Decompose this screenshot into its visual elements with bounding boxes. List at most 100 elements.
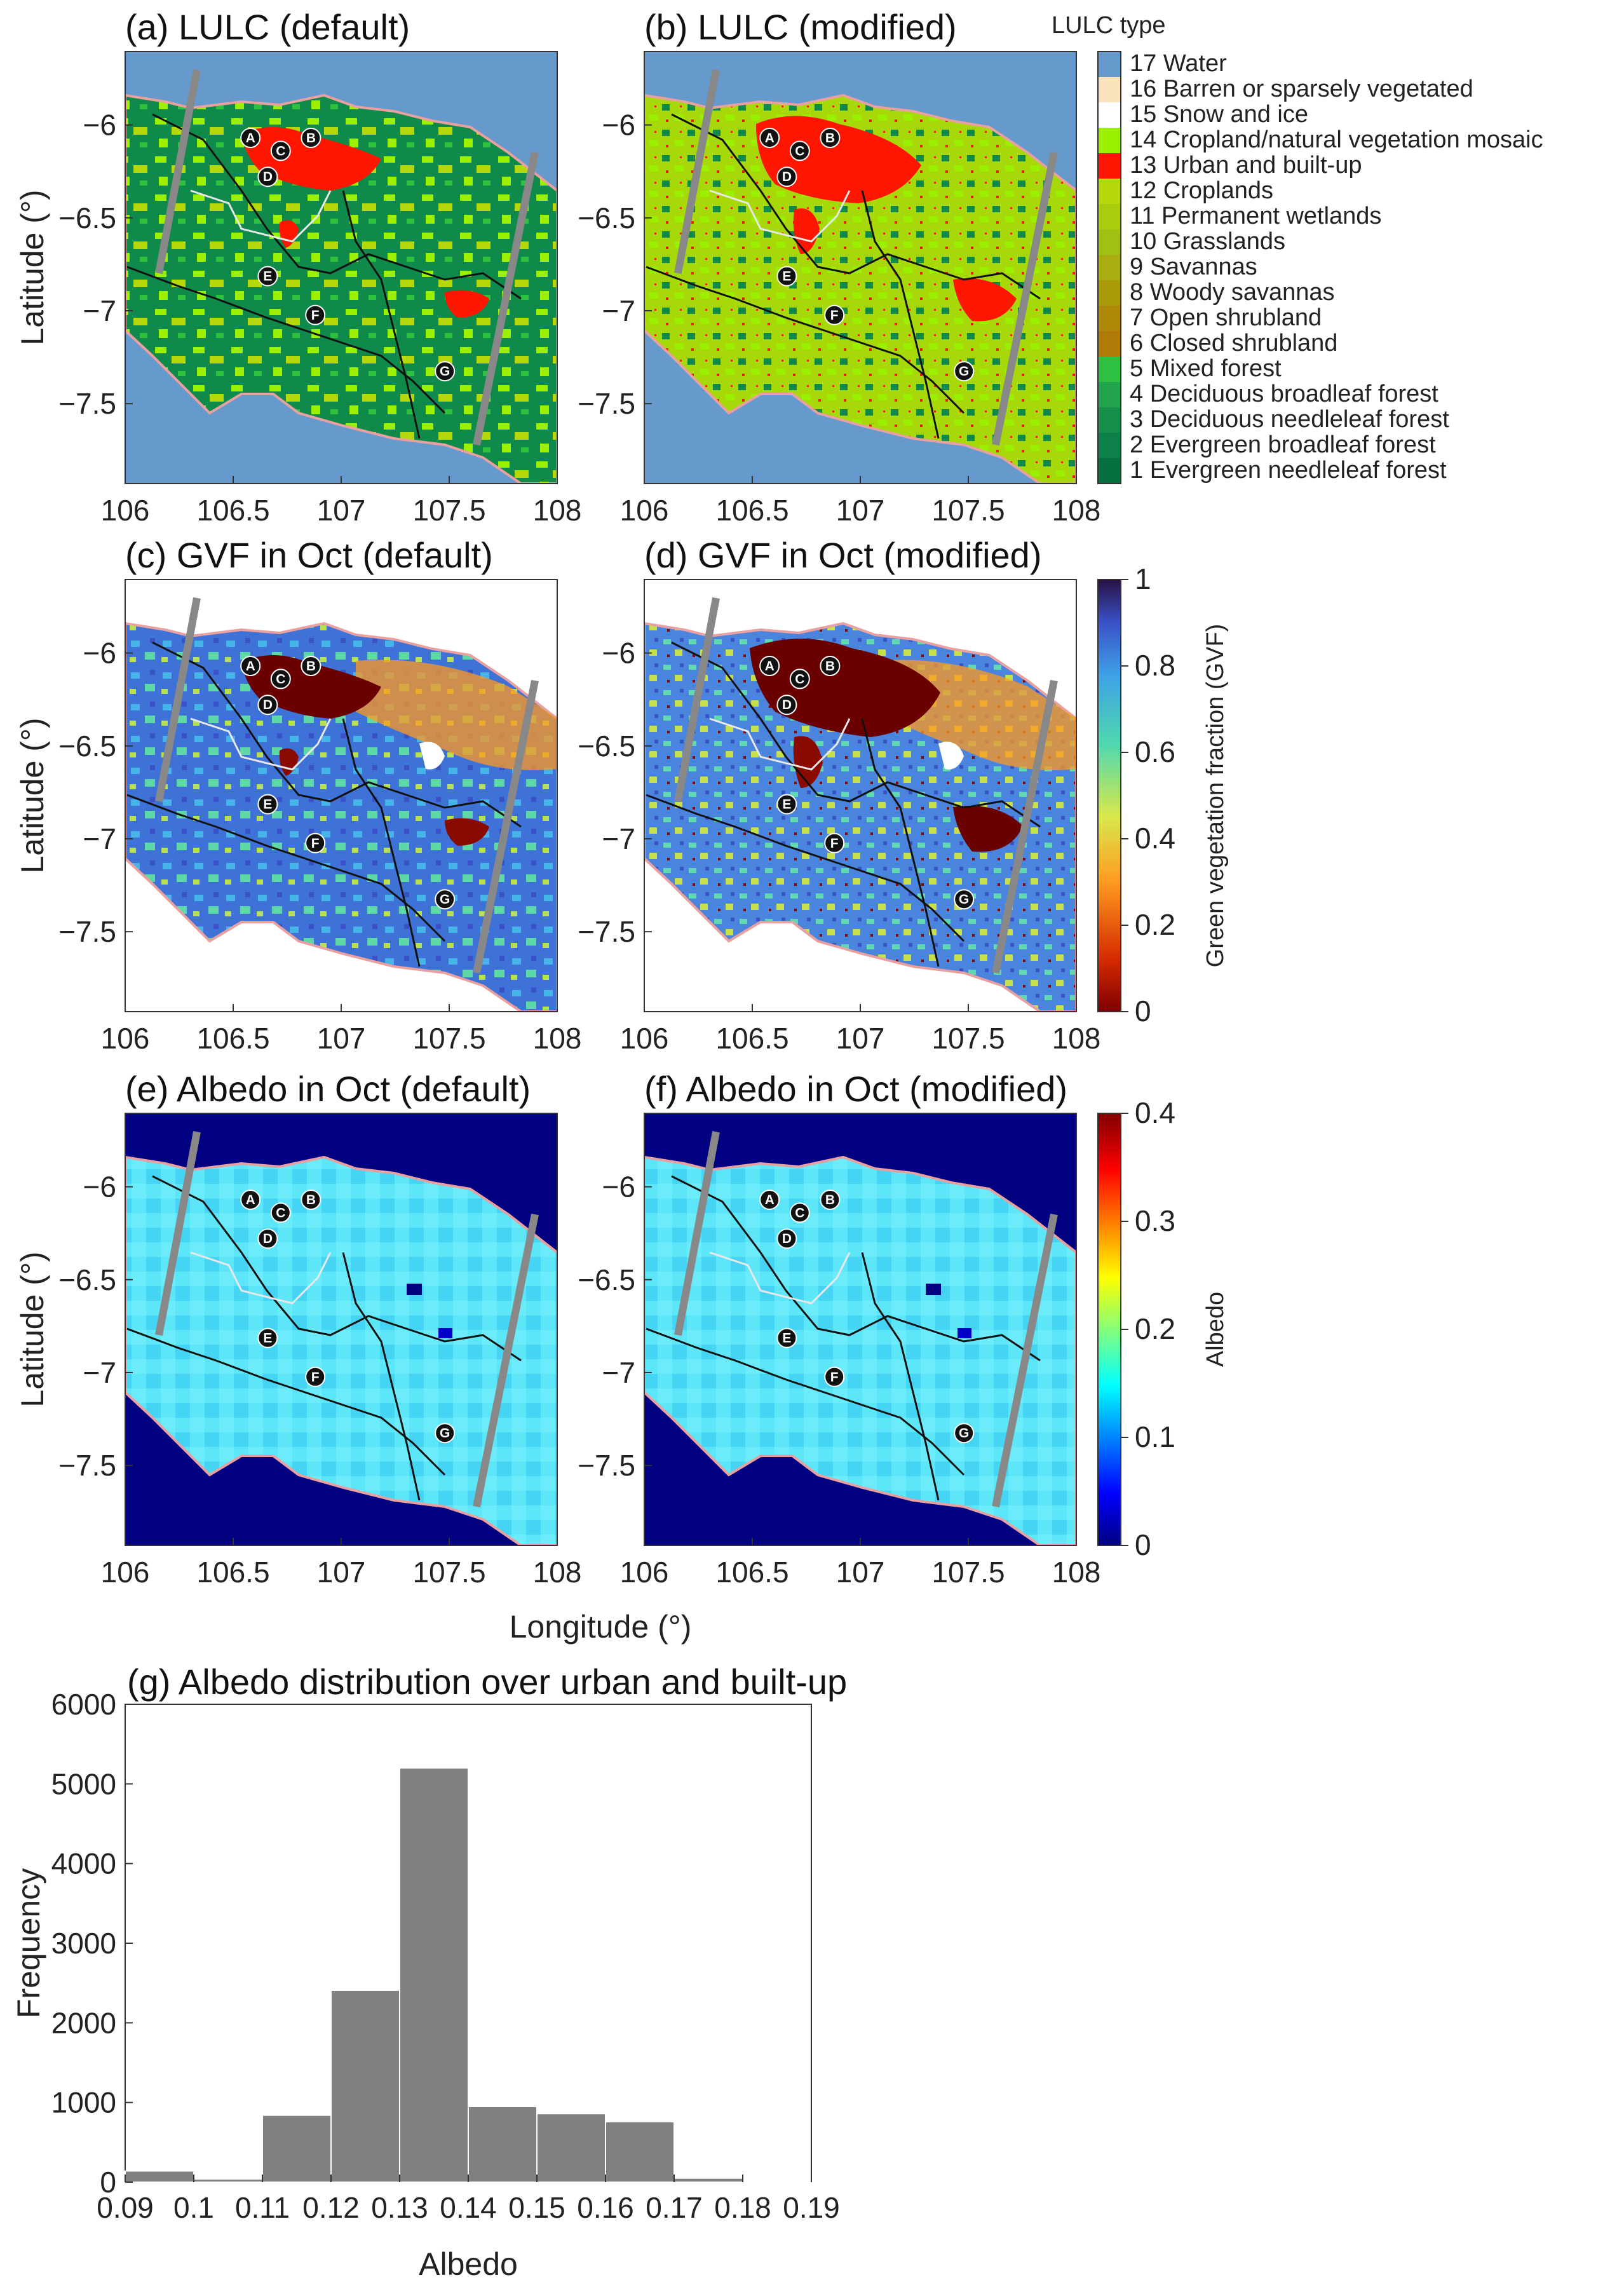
city-marker-label: E [263, 1331, 272, 1346]
x-tick-label: 0.1 [173, 2191, 214, 2224]
city-marker [776, 1327, 797, 1348]
histogram-bar [673, 2177, 743, 2183]
city-marker-label: E [782, 269, 791, 284]
histogram-xlabel: Albedo [419, 2246, 518, 2282]
lat-tick-label: −6.5 [578, 730, 635, 763]
albedo-colorbar [1097, 1113, 1121, 1546]
x-tick-label: 0.13 [371, 2191, 428, 2224]
albedo-colorbar-label: Albedo [1202, 1292, 1229, 1367]
city-marker [257, 266, 278, 287]
city-marker-label: A [246, 659, 255, 674]
city-marker [270, 1202, 291, 1223]
lat-tick-label: −7 [602, 294, 635, 327]
city-marker [305, 1366, 326, 1387]
x-tick-label: 0.12 [302, 2191, 360, 2224]
x-tick-label: 0.14 [440, 2191, 497, 2224]
lon-tick-label: 108 [533, 1022, 582, 1055]
city-marker-label: F [830, 836, 839, 851]
panel-title-b: (b) LULC (modified) [644, 7, 957, 47]
legend-swatch [1098, 433, 1121, 458]
lat-tick-label: −6.5 [58, 201, 116, 234]
city-marker-label: F [830, 308, 839, 323]
lon-tick-label: 106.5 [715, 1556, 788, 1589]
legend-label: 12 Croplands [1130, 177, 1273, 204]
lon-tick-label: 107.5 [931, 494, 1005, 527]
city-marker [759, 128, 780, 148]
lon-tick-label: 107.5 [412, 1556, 485, 1589]
lat-tick-label: −6.5 [58, 730, 116, 763]
x-tick-label: 0.09 [97, 2191, 154, 2224]
city-marker-label: D [782, 170, 792, 184]
city-marker [789, 140, 810, 161]
city-marker-label: C [276, 144, 285, 158]
lon-tick-label: 106 [620, 1556, 669, 1589]
city-marker [820, 1190, 841, 1210]
legend-label: 3 Deciduous needleleaf forest [1130, 406, 1449, 433]
histogram-title: (g) Albedo distribution over urban and b… [127, 1662, 847, 1702]
city-marker [240, 128, 261, 148]
city-marker [240, 1190, 261, 1210]
lat-tick-label: −6 [602, 1171, 635, 1204]
legend-swatch [1098, 204, 1121, 229]
city-marker-label: A [765, 131, 775, 146]
albedo-colorbar-ticks: 0 0.1 0.2 0.3 0.4 [1121, 1096, 1175, 1561]
city-marker-label: E [263, 797, 272, 812]
city-marker [270, 668, 291, 689]
legend-swatch [1098, 407, 1121, 433]
city-marker-label: C [276, 1205, 285, 1220]
legend-label: 7 Open shrubland [1130, 304, 1322, 331]
gvf-colorbar-ticks: 0 0.2 0.4 0.6 0.8 1 [1121, 562, 1175, 1028]
city-marker [270, 140, 291, 161]
city-marker-label: G [440, 364, 450, 379]
city-marker-label: B [306, 1193, 316, 1207]
city-marker [257, 1228, 278, 1249]
lon-tick-label: 108 [1052, 1556, 1101, 1589]
colorbar-tick-label: 0.3 [1135, 1204, 1175, 1237]
y-tick-label: 3000 [51, 1927, 116, 1960]
city-marker [954, 361, 975, 382]
city-marker-label: G [440, 1426, 450, 1441]
x-tick-label: 0.15 [508, 2191, 565, 2224]
legend-swatch [1098, 356, 1121, 382]
city-marker-label: D [263, 1232, 273, 1246]
colorbar-tick-label: 0.2 [1135, 908, 1175, 941]
y-tick-label: 1000 [51, 2086, 116, 2119]
lon-tick-label: 106.5 [715, 494, 788, 527]
colorbar-tick-label: 0.4 [1135, 822, 1175, 855]
lat-tick-label: −7.5 [578, 1449, 635, 1482]
histogram-bar [536, 2113, 606, 2183]
lon-tick-label: 106 [620, 494, 669, 527]
lat-tick-label: −6 [83, 109, 116, 142]
city-marker-label: C [795, 672, 804, 686]
y-tick-label: 5000 [51, 1767, 116, 1800]
gvf-colorbar [1097, 579, 1121, 1012]
colorbar-tick-label: 0 [1135, 994, 1151, 1028]
lat-tick-label: −6 [83, 1171, 116, 1204]
city-marker [776, 166, 797, 187]
city-marker [954, 1423, 975, 1444]
legend-swatch [1098, 179, 1121, 204]
city-marker-label: A [765, 659, 775, 674]
latitude-label-row3: Latitude (°) [15, 1251, 50, 1407]
lat-tick-label: −6.5 [58, 1263, 116, 1296]
legend-label: 10 Grasslands [1130, 228, 1285, 255]
latitude-label-row1: Latitude (°) [15, 189, 50, 345]
lat-tick-label: −7.5 [578, 387, 635, 420]
legend-label: 4 Deciduous broadleaf forest [1130, 381, 1438, 407]
x-tick-label: 0.18 [714, 2191, 771, 2224]
y-tick-label: 0 [100, 2166, 116, 2199]
city-marker [824, 832, 845, 853]
colorbar-tick-label: 0.6 [1135, 735, 1175, 768]
lon-tick-label: 107 [317, 1022, 366, 1055]
lon-tick-label: 106.5 [196, 1022, 269, 1055]
lon-tick-label: 107 [836, 1556, 885, 1589]
map-axis-ticks: −6 −6.5 −7 −7.5 106 106.5 107 107.5 108 −6 −6.5 −7 −… [58, 109, 1100, 1589]
histogram-bar [468, 2105, 538, 2183]
legend-swatch [1098, 102, 1121, 128]
lon-tick-label: 107 [317, 1556, 366, 1589]
city-marker-label: B [306, 131, 316, 146]
legend-swatch [1098, 153, 1121, 179]
city-marker [435, 361, 456, 382]
legend-label: 15 Snow and ice [1130, 101, 1308, 128]
